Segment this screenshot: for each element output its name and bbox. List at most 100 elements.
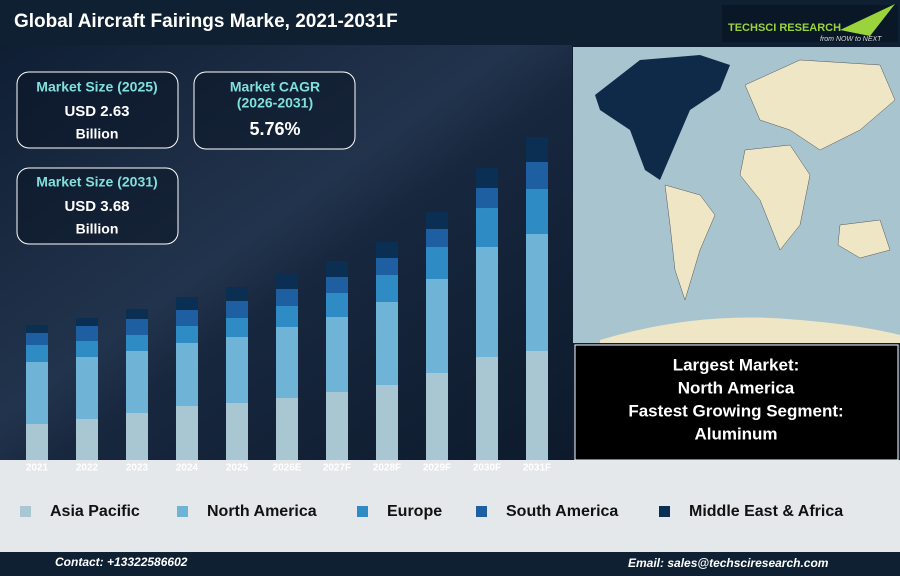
bar-segment (526, 351, 548, 460)
legend-swatch (357, 506, 368, 517)
bar-segment (276, 274, 298, 289)
bar-segment (376, 385, 398, 460)
bar-segment (526, 137, 548, 162)
bar-segment (426, 279, 448, 373)
bar-segment (26, 345, 48, 362)
kpi-value: USD 2.63 (64, 103, 129, 120)
bar-segment (426, 229, 448, 247)
legend-band (0, 460, 900, 552)
legend-label: South America (506, 503, 618, 520)
bar-segment (76, 326, 98, 341)
bar-segment (426, 247, 448, 279)
bar-segment (526, 189, 548, 234)
bar-segment (76, 357, 98, 419)
bar-segment (126, 319, 148, 335)
kpi-label: Market Size (2025) (36, 79, 157, 95)
bar-segment (276, 289, 298, 306)
insights-box (574, 344, 899, 461)
bar-segment (526, 234, 548, 351)
legend-swatch (659, 506, 670, 517)
legend-swatch (177, 506, 188, 517)
x-tick-label: 2025 (226, 463, 249, 474)
bar-segment (376, 275, 398, 302)
x-tick-label: 2027F (323, 463, 351, 474)
bar-segment (476, 168, 498, 188)
map-south-america (664, 184, 716, 301)
bar-segment (476, 208, 498, 247)
insight-line: Aluminum (694, 424, 777, 443)
x-tick-label: 2031F (523, 463, 551, 474)
x-tick-label: 2030F (473, 463, 501, 474)
bar-segment (126, 413, 148, 460)
bar-segment (176, 297, 198, 310)
bar-segment (276, 398, 298, 460)
legend-label: Asia Pacific (50, 503, 140, 520)
x-tick-label: 2029F (423, 463, 451, 474)
kpi-unit: Billion (76, 221, 119, 237)
map-north-america (595, 55, 730, 180)
bar-segment (376, 258, 398, 275)
bar-segment (376, 242, 398, 258)
kpi-value: USD 3.68 (64, 198, 129, 215)
logo-mark (840, 4, 895, 36)
bar-segment (176, 406, 198, 460)
bar-segment (426, 212, 448, 229)
footer-email: Email: sales@techsciresearch.com (628, 556, 829, 570)
x-tick-label: 2024 (176, 463, 199, 474)
bar-segment (126, 351, 148, 413)
bar-segment (76, 318, 98, 326)
bar-segment (476, 247, 498, 357)
bar-segment (126, 335, 148, 351)
map-antarctica (600, 317, 900, 343)
bar-segment (276, 306, 298, 327)
kpi-label: Market Size (2031) (36, 174, 157, 190)
footer-band (0, 552, 900, 576)
logo: TECHSCI RESEARCH (728, 22, 841, 34)
bar-segment (226, 318, 248, 337)
legend-swatch (20, 506, 31, 517)
bar-segment (176, 343, 198, 406)
map-africa (739, 144, 811, 251)
bar-segment (326, 392, 348, 460)
bar-segment (76, 341, 98, 357)
bar-segment (226, 301, 248, 318)
footer-contact: Contact: +13322586602 (55, 555, 188, 569)
map-australia (837, 219, 891, 259)
insight-line: Fastest Growing Segment: (628, 401, 843, 420)
bar-segment (26, 325, 48, 333)
bar-segment (226, 337, 248, 403)
x-tick-label: 2028F (373, 463, 401, 474)
legend-label: Europe (387, 503, 442, 520)
x-tick-label: 2021 (26, 463, 49, 474)
kpi-card (16, 167, 179, 245)
insight-line: North America (678, 378, 795, 397)
bar-segment (326, 293, 348, 317)
legend-label: North America (207, 503, 317, 520)
kpi-label: Market CAGR (230, 79, 320, 95)
bar-segment (276, 327, 298, 398)
bar-segment (376, 302, 398, 385)
bar-segment (26, 333, 48, 345)
kpi-unit: Billion (76, 126, 119, 142)
kpi-period: (2026-2031) (237, 95, 313, 111)
bar-segment (226, 287, 248, 301)
tagline: from NOW to NEXT (820, 36, 882, 43)
bar-segment (126, 309, 148, 319)
x-tick-label: 2026E (273, 463, 302, 474)
bar-segment (176, 310, 198, 326)
insight-line: Largest Market: (673, 355, 800, 374)
bar-segment (76, 419, 98, 460)
bar-segment (176, 326, 198, 343)
bar-segment (26, 362, 48, 424)
legend-swatch (476, 506, 487, 517)
bar-segment (226, 403, 248, 460)
bar-segment (476, 188, 498, 208)
kpi-card (193, 71, 356, 150)
bar-segment (526, 162, 548, 189)
kpi-card (16, 71, 179, 149)
x-tick-label: 2022 (76, 463, 99, 474)
legend-label: Middle East & Africa (689, 503, 843, 520)
bar-segment (326, 277, 348, 293)
title: Global Aircraft Fairings Marke, 2021-203… (14, 11, 398, 32)
